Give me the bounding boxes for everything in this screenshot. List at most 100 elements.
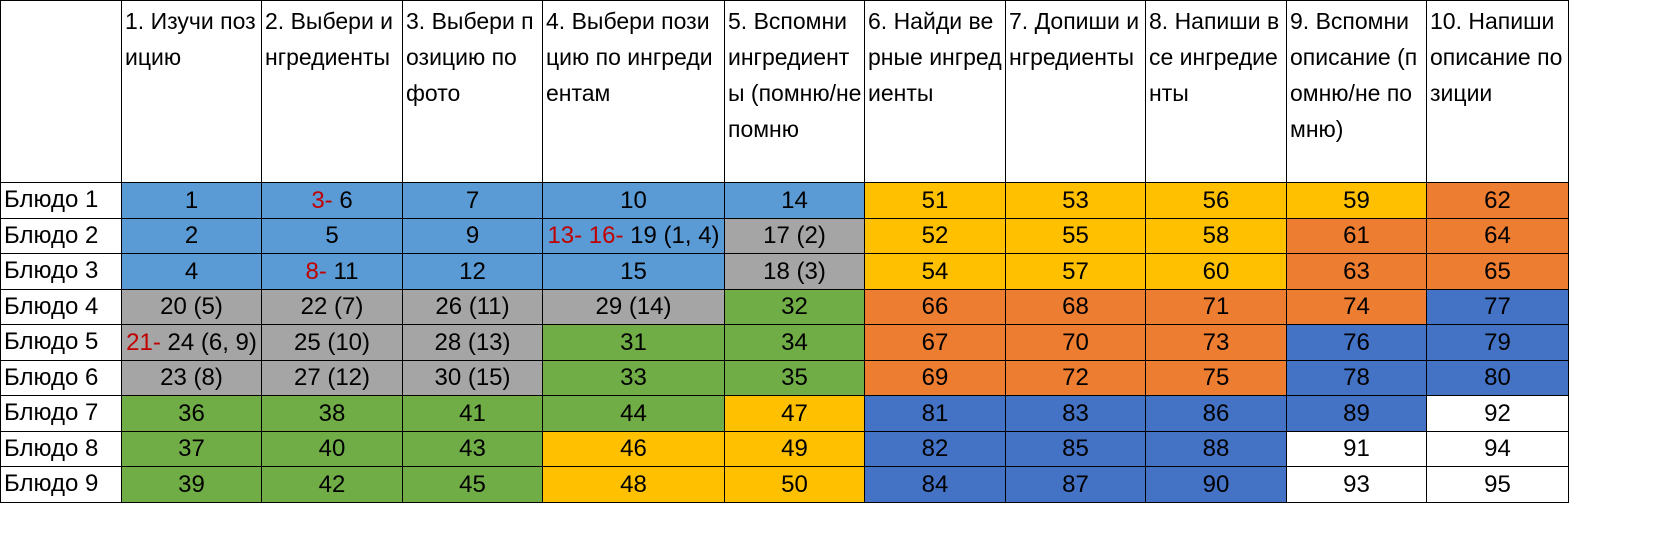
table-cell[interactable]: 45 xyxy=(402,466,543,503)
row-label[interactable]: Блюдо 3 xyxy=(0,253,122,290)
table-cell[interactable]: 62 xyxy=(1426,182,1569,219)
row-label[interactable]: Блюдо 4 xyxy=(0,288,122,325)
table-cell[interactable]: 46 xyxy=(542,430,725,467)
table-cell[interactable]: 52 xyxy=(864,217,1006,254)
table-cell[interactable]: 40 xyxy=(261,430,403,467)
table-cell[interactable]: 85 xyxy=(1005,430,1146,467)
table-cell[interactable]: 28 (13) xyxy=(402,324,543,361)
table-cell[interactable]: 75 xyxy=(1145,359,1287,396)
table-cell[interactable]: 74 xyxy=(1286,288,1427,325)
table-cell[interactable]: 80 xyxy=(1426,359,1569,396)
table-cell[interactable]: 68 xyxy=(1005,288,1146,325)
column-header[interactable]: 1. Изучи позицию xyxy=(121,0,262,183)
table-cell[interactable]: 87 xyxy=(1005,466,1146,503)
table-cell[interactable]: 81 xyxy=(864,395,1006,432)
table-cell[interactable]: 67 xyxy=(864,324,1006,361)
table-cell[interactable]: 82 xyxy=(864,430,1006,467)
table-cell[interactable]: 64 xyxy=(1426,217,1569,254)
table-cell[interactable]: 34 xyxy=(724,324,865,361)
table-cell[interactable]: 32 xyxy=(724,288,865,325)
table-cell[interactable]: 86 xyxy=(1145,395,1287,432)
table-cell[interactable]: 77 xyxy=(1426,288,1569,325)
table-cell[interactable]: 53 xyxy=(1005,182,1146,219)
table-cell[interactable]: 73 xyxy=(1145,324,1287,361)
table-cell[interactable]: 23 (8) xyxy=(121,359,262,396)
table-cell[interactable]: 43 xyxy=(402,430,543,467)
table-cell[interactable]: 4 xyxy=(121,253,262,290)
table-cell[interactable]: 48 xyxy=(542,466,725,503)
table-cell[interactable]: 5 xyxy=(261,217,403,254)
table-cell[interactable]: 29 (14) xyxy=(542,288,725,325)
table-cell[interactable]: 25 (10) xyxy=(261,324,403,361)
table-cell[interactable]: 65 xyxy=(1426,253,1569,290)
table-cell[interactable]: 41 xyxy=(402,395,543,432)
table-cell[interactable]: 7 xyxy=(402,182,543,219)
table-cell[interactable]: 90 xyxy=(1145,466,1287,503)
row-label[interactable]: Блюдо 9 xyxy=(0,466,122,503)
table-cell[interactable]: 13- 16- 19 (1, 4) xyxy=(542,217,725,254)
table-cell[interactable]: 83 xyxy=(1005,395,1146,432)
table-cell[interactable]: 17 (2) xyxy=(724,217,865,254)
table-cell[interactable]: 22 (7) xyxy=(261,288,403,325)
table-cell[interactable]: 66 xyxy=(864,288,1006,325)
table-cell[interactable]: 36 xyxy=(121,395,262,432)
row-label[interactable]: Блюдо 8 xyxy=(0,430,122,467)
table-cell[interactable]: 10 xyxy=(542,182,725,219)
table-cell[interactable]: 88 xyxy=(1145,430,1287,467)
table-cell[interactable]: 38 xyxy=(261,395,403,432)
table-cell[interactable]: 12 xyxy=(402,253,543,290)
table-cell[interactable]: 20 (5) xyxy=(121,288,262,325)
column-header[interactable]: 9. Вспомни описание (помню/не помню) xyxy=(1286,0,1427,183)
row-label[interactable]: Блюдо 2 xyxy=(0,217,122,254)
table-cell[interactable]: 55 xyxy=(1005,217,1146,254)
table-cell[interactable]: 70 xyxy=(1005,324,1146,361)
table-cell[interactable]: 76 xyxy=(1286,324,1427,361)
column-header[interactable]: 4. Выбери позицию по ингредиентам xyxy=(542,0,725,183)
table-cell[interactable]: 21- 24 (6, 9) xyxy=(121,324,262,361)
row-label[interactable]: Блюдо 7 xyxy=(0,395,122,432)
table-cell[interactable]: 61 xyxy=(1286,217,1427,254)
column-header[interactable]: 7. Допиши ингредиенты xyxy=(1005,0,1146,183)
table-cell[interactable]: 63 xyxy=(1286,253,1427,290)
table-cell[interactable]: 84 xyxy=(864,466,1006,503)
table-cell[interactable]: 33 xyxy=(542,359,725,396)
table-cell[interactable]: 31 xyxy=(542,324,725,361)
table-cell[interactable]: 71 xyxy=(1145,288,1287,325)
table-cell[interactable]: 39 xyxy=(121,466,262,503)
table-cell[interactable]: 8- 11 xyxy=(261,253,403,290)
table-cell[interactable]: 58 xyxy=(1145,217,1287,254)
row-label[interactable]: Блюдо 5 xyxy=(0,324,122,361)
table-cell[interactable]: 26 (11) xyxy=(402,288,543,325)
table-cell[interactable]: 91 xyxy=(1286,430,1427,467)
table-cell[interactable]: 1 xyxy=(121,182,262,219)
row-label[interactable]: Блюдо 6 xyxy=(0,359,122,396)
table-cell[interactable]: 72 xyxy=(1005,359,1146,396)
table-cell[interactable]: 51 xyxy=(864,182,1006,219)
table-cell[interactable]: 2 xyxy=(121,217,262,254)
table-cell[interactable]: 56 xyxy=(1145,182,1287,219)
column-header[interactable]: 3. Выбери позицию по фото xyxy=(402,0,543,183)
column-header[interactable]: 6. Найди верные ингредиенты xyxy=(864,0,1006,183)
table-cell[interactable]: 69 xyxy=(864,359,1006,396)
column-header[interactable]: 8. Напиши все ингредиенты xyxy=(1145,0,1287,183)
row-label[interactable]: Блюдо 1 xyxy=(0,182,122,219)
column-header[interactable]: 5. Вспомни ингредиенты (помню/не помню xyxy=(724,0,865,183)
corner-cell[interactable] xyxy=(0,0,122,183)
table-cell[interactable]: 30 (15) xyxy=(402,359,543,396)
column-header[interactable]: 2. Выбери ингредиенты xyxy=(261,0,403,183)
table-cell[interactable]: 18 (3) xyxy=(724,253,865,290)
table-cell[interactable]: 15 xyxy=(542,253,725,290)
table-cell[interactable]: 44 xyxy=(542,395,725,432)
table-cell[interactable]: 9 xyxy=(402,217,543,254)
table-cell[interactable]: 50 xyxy=(724,466,865,503)
table-cell[interactable]: 3- 6 xyxy=(261,182,403,219)
table-cell[interactable]: 60 xyxy=(1145,253,1287,290)
table-cell[interactable]: 14 xyxy=(724,182,865,219)
table-cell[interactable]: 92 xyxy=(1426,395,1569,432)
table-cell[interactable]: 95 xyxy=(1426,466,1569,503)
table-cell[interactable]: 93 xyxy=(1286,466,1427,503)
table-cell[interactable]: 49 xyxy=(724,430,865,467)
table-cell[interactable]: 47 xyxy=(724,395,865,432)
table-cell[interactable]: 54 xyxy=(864,253,1006,290)
table-cell[interactable]: 35 xyxy=(724,359,865,396)
